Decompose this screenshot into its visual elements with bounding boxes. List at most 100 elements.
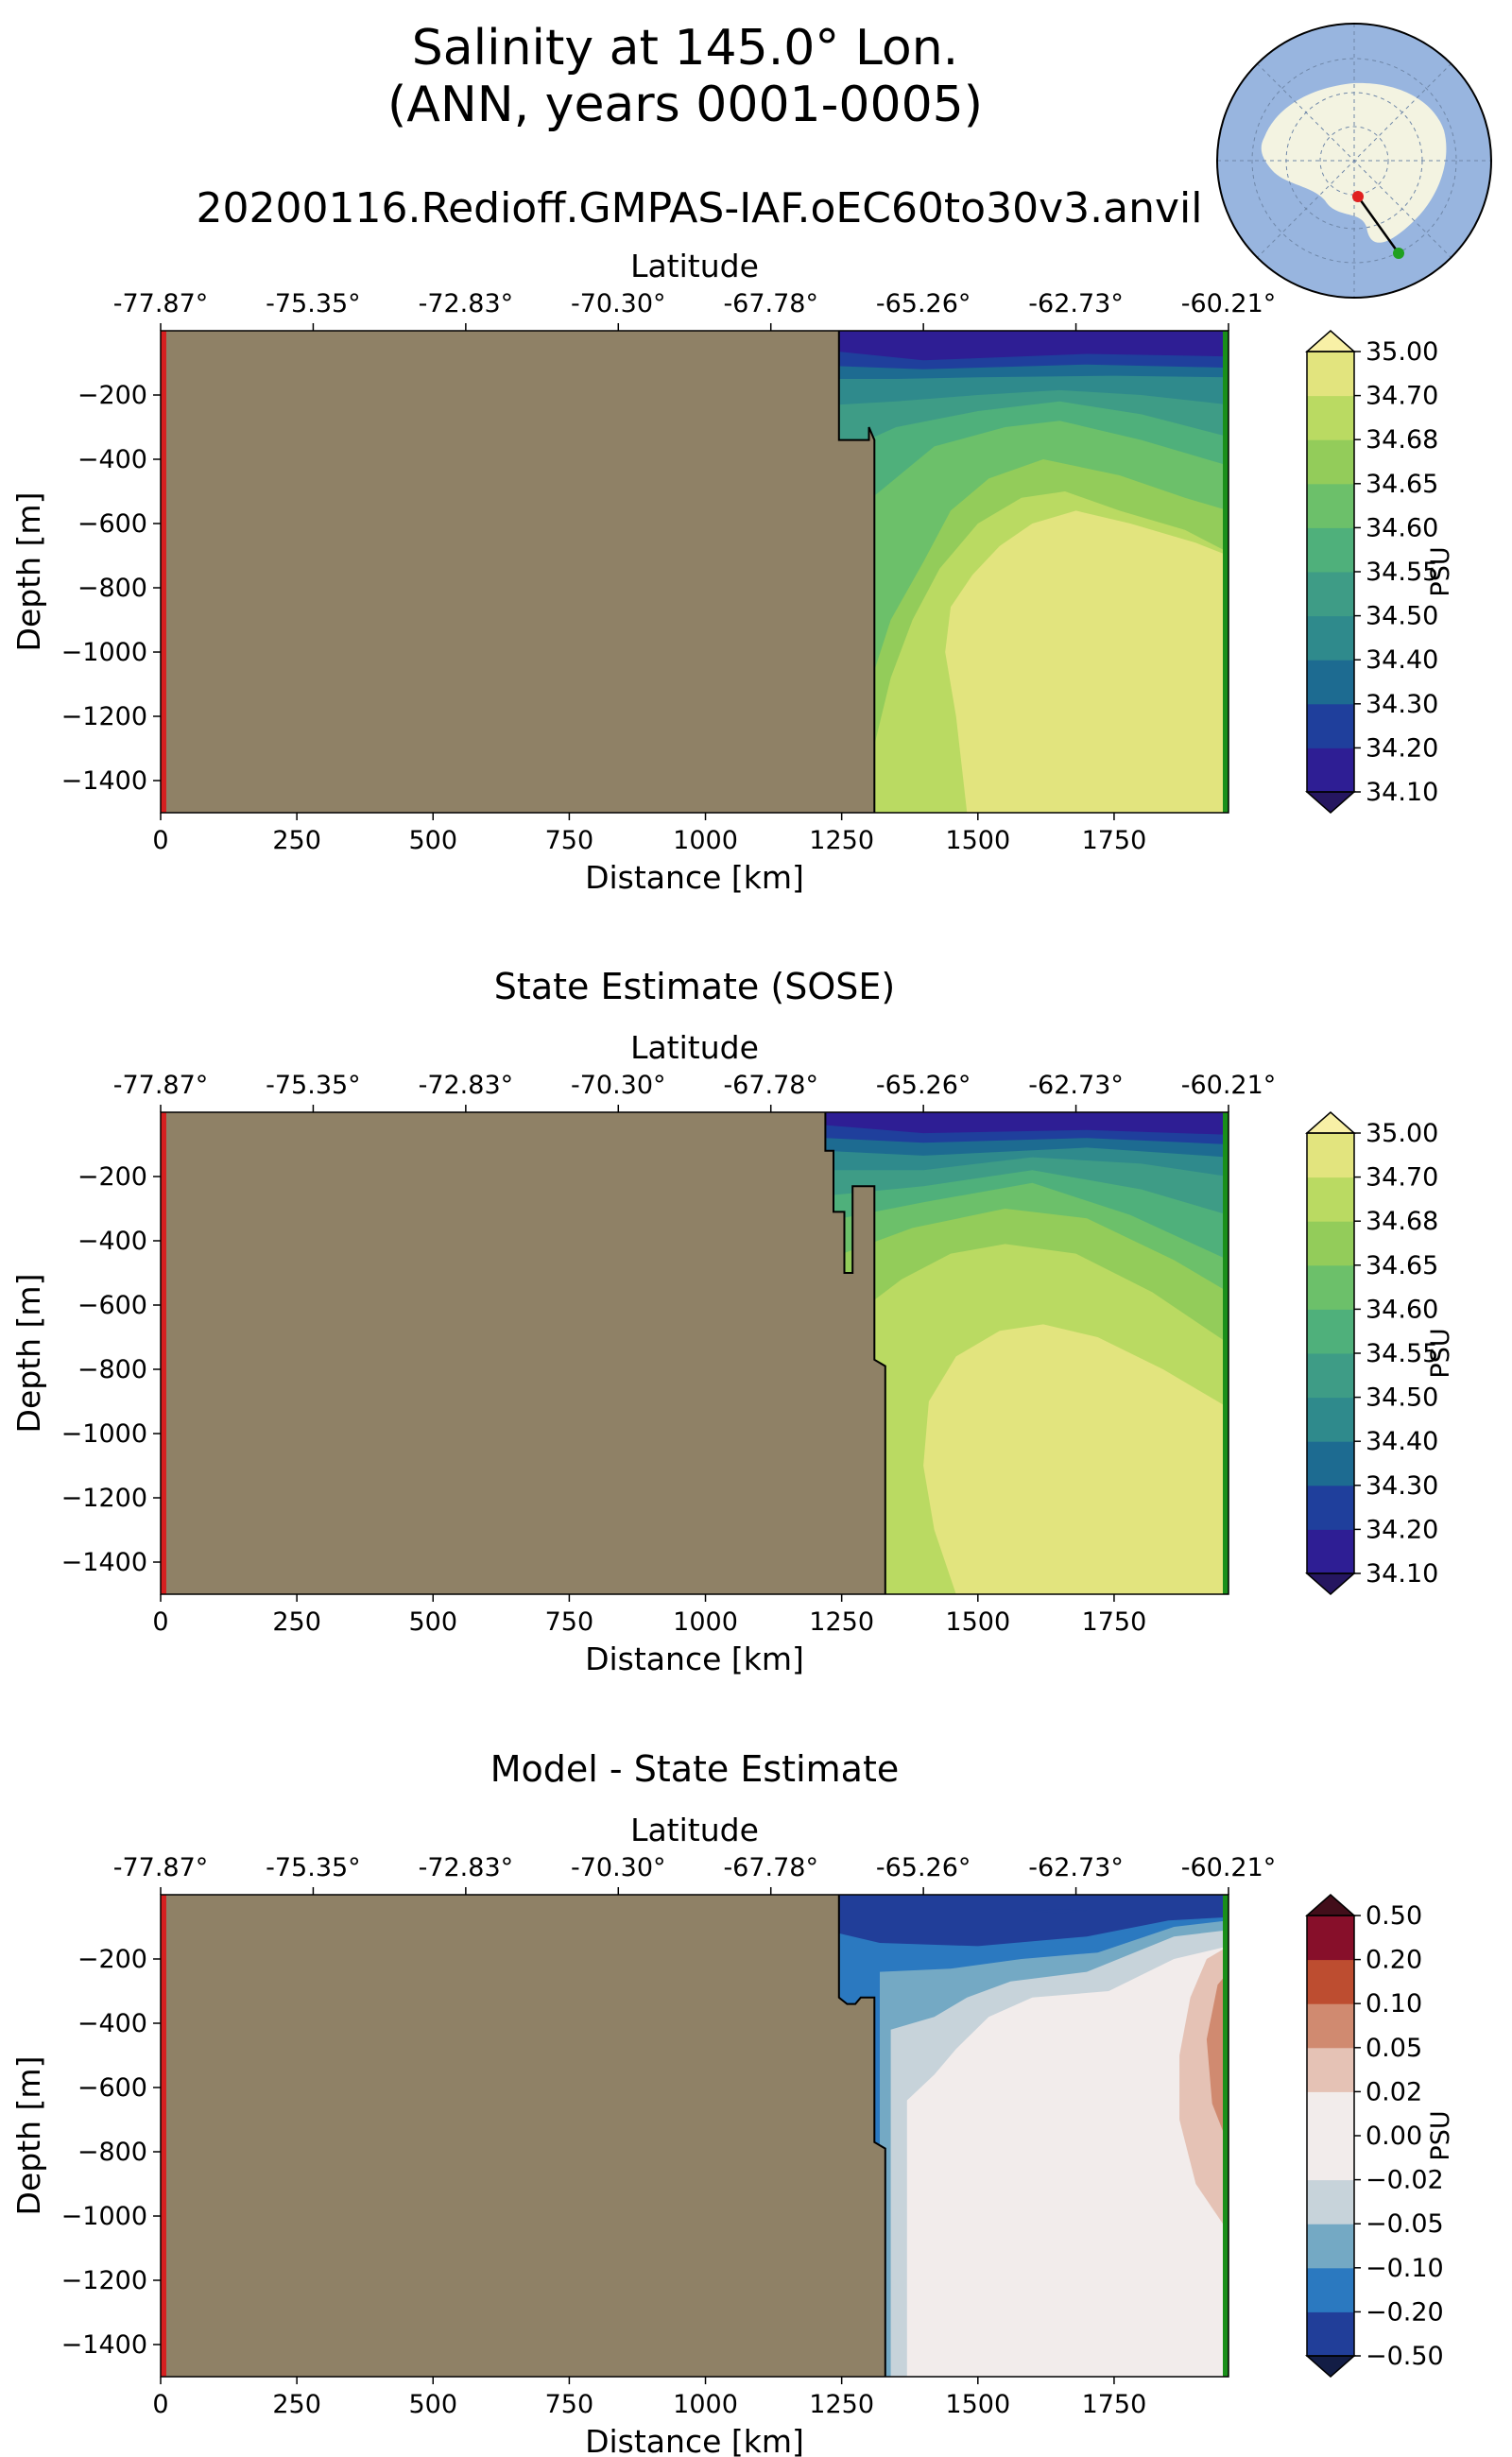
lat-tick-label-4: -67.78° (723, 289, 818, 318)
inset-transect-end (1393, 248, 1404, 259)
colorbar-label-34-20: 34.20 (1366, 1515, 1438, 1544)
lat-tick-label-0: -77.87° (113, 1853, 209, 1882)
x-axis-label: Distance [km] (585, 859, 804, 896)
colorbar: 34.10 34.20 34.30 34.40 34.50 34.55 34.60 34.65… (1305, 330, 1455, 814)
land-mask (161, 1112, 885, 1594)
transect-end-marker (1223, 1895, 1228, 2377)
y-tick-label-800: −800 (77, 574, 147, 603)
y-tick-label-200: −200 (77, 1945, 147, 1974)
lat-tick-label-7: -60.21° (1181, 1853, 1277, 1882)
colorbar-segment-8 (1307, 1221, 1354, 1266)
colorbar-segment-4 (1307, 2179, 1354, 2225)
plot-frame (160, 1894, 1229, 2378)
colorbar-segment-10 (1307, 1916, 1354, 1961)
inset-map (1216, 23, 1492, 299)
colorbar-segment-7 (1307, 2047, 1354, 2092)
panel-title: State Estimate (SOSE) (494, 966, 895, 1007)
x-tick-label-750: 750 (545, 2390, 594, 2419)
transect-start-marker (161, 1112, 166, 1594)
y-tick-label-400: −400 (77, 1227, 147, 1256)
colorbar-label-34-60: 34.60 (1366, 1295, 1438, 1324)
colorbar-label-34-65: 34.65 (1366, 1251, 1438, 1280)
x-axis-label: Distance [km] (585, 1641, 804, 1677)
y-axis-label: Depth [m] (10, 492, 47, 652)
colorbar-segment-10 (1307, 352, 1354, 397)
y-tick-label-1000: −1000 (61, 1419, 147, 1449)
colorbar-label-35-00: 35.00 (1366, 1119, 1438, 1148)
colorbar-over-triangle (1305, 1894, 1356, 1916)
colorbar-segment-1 (1307, 1529, 1354, 1574)
colorbar-under-triangle (1305, 2355, 1356, 2378)
colorbar-segment-2 (1307, 703, 1354, 748)
lat-tick-label-3: -70.30° (571, 1071, 666, 1100)
plot-area (161, 1112, 1228, 1594)
colorbar-segment-7 (1307, 483, 1354, 528)
lat-tick-label-5: -65.26° (876, 1071, 971, 1100)
colorbar-label-34-55: 34.55 (1366, 1339, 1438, 1368)
x-tick-label-1250: 1250 (809, 826, 874, 855)
colorbar-label-34-68: 34.68 (1366, 1207, 1438, 1236)
lat-tick-label-4: -67.78° (723, 1071, 818, 1100)
lat-tick-label-2: -72.83° (419, 1853, 514, 1882)
transect-end-marker (1223, 1112, 1228, 1594)
top-axis-label: Latitude (630, 248, 759, 284)
colorbar-segment-8 (1307, 2003, 1354, 2049)
colorbar-label-0-50: 0.50 (1366, 1901, 1422, 1931)
lat-tick-label-6: -62.73° (1028, 1853, 1124, 1882)
colorbar-label-0-10: 0.10 (1366, 1989, 1422, 2019)
lat-tick-label-1: -75.35° (266, 289, 361, 318)
colorbar-label-34-40: 34.40 (1366, 645, 1438, 675)
y-tick-label-1200: −1200 (61, 2266, 147, 2295)
y-tick-label-400: −400 (77, 445, 147, 474)
x-tick-label-0: 0 (152, 826, 168, 855)
colorbar-segment-6 (1307, 1309, 1354, 1354)
inset-border (1216, 23, 1492, 299)
x-tick-label-1000: 1000 (673, 1607, 738, 1637)
figure-title-line2: (ANN, years 0001-0005) (387, 77, 983, 133)
y-tick-label-600: −600 (77, 1291, 147, 1320)
colorbar-label-34-65: 34.65 (1366, 470, 1438, 499)
colorbar-segment-5 (1307, 2136, 1354, 2181)
lat-tick-label-6: -62.73° (1028, 289, 1124, 318)
x-tick-label-0: 0 (152, 1607, 168, 1637)
colorbar-segment-9 (1307, 1177, 1354, 1222)
colorbar-label: PSU (1426, 1328, 1455, 1378)
land-outline (837, 331, 876, 813)
colorbar-label-34-50: 34.50 (1366, 602, 1438, 631)
land-mask (161, 1895, 885, 2377)
colorbar-label-0-20: −0.20 (1366, 2297, 1444, 2327)
y-tick-label-1200: −1200 (61, 1484, 147, 1513)
y-axis-label: Depth [m] (10, 2056, 47, 2216)
colorbar-label-34-70: 34.70 (1366, 1163, 1438, 1193)
lat-tick-label-5: -65.26° (876, 1853, 971, 1882)
colorbar-segment-3 (1307, 1441, 1354, 1486)
colorbar-label-34-10: 34.10 (1366, 778, 1438, 807)
panel-title: Model - State Estimate (490, 1748, 899, 1790)
colorbar-segment-3 (1307, 660, 1354, 705)
x-tick-label-1750: 1750 (1082, 1607, 1147, 1637)
lat-tick-label-0: -77.87° (113, 1071, 209, 1100)
panel-sose: State Estimate (SOSE) 0 250 500 750 1000 1250 1… (10, 966, 1455, 1677)
colorbar-label-34-30: 34.30 (1366, 1471, 1438, 1501)
colorbar-segment-2 (1307, 1485, 1354, 1530)
contour-band-9 (945, 510, 1228, 813)
lat-tick-label-1: -75.35° (266, 1071, 361, 1100)
land-mask (161, 331, 875, 813)
lat-tick-label-4: -67.78° (723, 1853, 818, 1882)
colorbar-label-34-40: 34.40 (1366, 1427, 1438, 1456)
run-name: 20200116.Redioff.GMPAS-IAF.oEC60to30v3.a… (197, 184, 1203, 232)
colorbar-label-34-20: 34.20 (1366, 733, 1438, 763)
colorbar-label-0-05: −0.05 (1366, 2209, 1444, 2239)
colorbar-label-34-50: 34.50 (1366, 1383, 1438, 1413)
y-tick-label-1000: −1000 (61, 638, 147, 667)
x-tick-label-250: 250 (272, 1607, 321, 1637)
colorbar-label-0-00: 0.00 (1366, 2122, 1422, 2151)
colorbar-label: PSU (1426, 546, 1455, 596)
x-tick-label-0: 0 (152, 2390, 168, 2419)
lat-tick-label-7: -60.21° (1181, 289, 1277, 318)
lat-tick-label-6: -62.73° (1028, 1071, 1124, 1100)
panel-difference: Model - State Estimate 0 250 500 750 1000 1250… (10, 1748, 1455, 2457)
lat-tick-label-7: -60.21° (1181, 1071, 1277, 1100)
colorbar-label-34-30: 34.30 (1366, 690, 1438, 719)
